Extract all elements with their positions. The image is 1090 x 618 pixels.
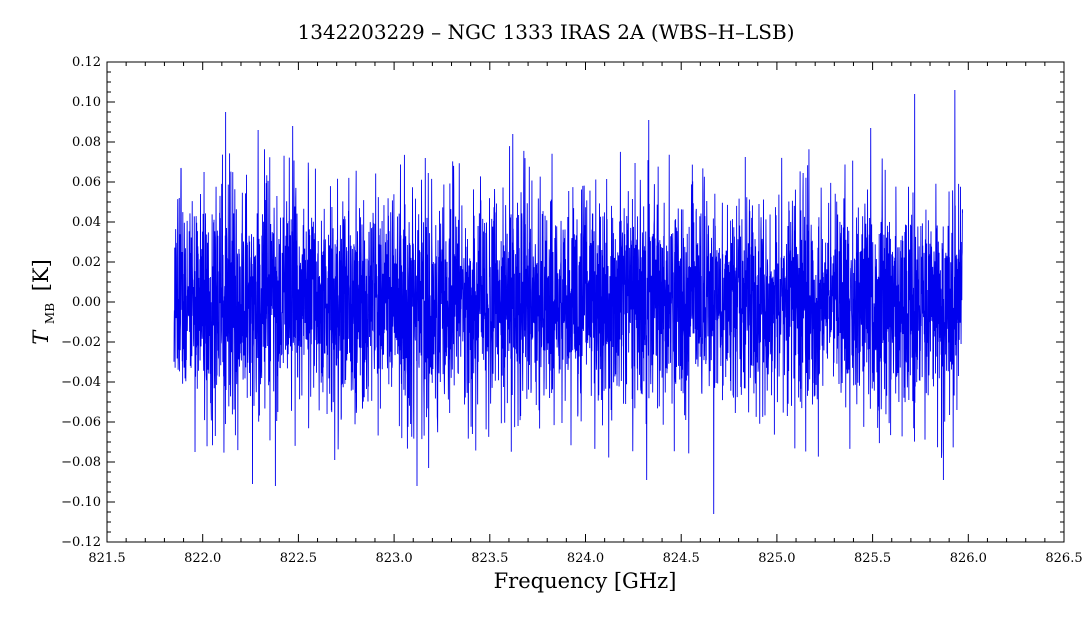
- chart-title: 1342203229 – NGC 1333 IRAS 2A (WBS–H–LSB…: [297, 20, 794, 44]
- y-tick-label: −0.10: [61, 495, 101, 510]
- y-tick-label: −0.08: [61, 455, 101, 470]
- y-axis-title-subscript: MB: [43, 303, 57, 324]
- x-tick-label: 824.0: [567, 551, 604, 566]
- y-tick-label: 0.06: [72, 175, 101, 190]
- y-tick-label: 0.00: [72, 295, 101, 310]
- x-tick-label: 821.5: [88, 551, 125, 566]
- y-tick-label: −0.02: [61, 335, 101, 350]
- x-tick-label: 822.0: [184, 551, 221, 566]
- y-tick-label: 0.12: [72, 55, 101, 70]
- x-tick-label: 824.5: [663, 551, 700, 566]
- x-axis: 821.5 822.0 822.5 823.0 823.5 824.0 824.5 825.0…: [88, 62, 1083, 566]
- x-axis-title: Frequency [GHz]: [494, 569, 677, 593]
- spectrum-line: [173, 89, 964, 515]
- y-tick-label: 0.10: [72, 95, 101, 110]
- y-tick-label: 0.02: [72, 255, 101, 270]
- x-tick-label: 822.5: [280, 551, 317, 566]
- x-tick-label: 825.5: [854, 551, 891, 566]
- y-tick-label: −0.06: [61, 415, 101, 430]
- y-axis-title: T MB [K]: [29, 259, 59, 345]
- x-tick-label: 823.5: [471, 551, 508, 566]
- y-tick-label: −0.04: [61, 375, 101, 390]
- y-axis: −0.12 −0.10 −0.08 −0.06 −0.04 −0.02 0.00 0.02 0.…: [61, 55, 1064, 550]
- x-tick-label: 823.0: [375, 551, 412, 566]
- x-tick-label: 825.0: [758, 551, 795, 566]
- y-axis-title-symbol: T: [29, 329, 53, 345]
- x-tick-label: 826.5: [1045, 551, 1082, 566]
- spectrum-series: [173, 89, 964, 515]
- y-axis-title-unit: [K]: [29, 259, 53, 291]
- x-tick-label: 826.0: [950, 551, 987, 566]
- y-tick-label: 0.08: [72, 135, 101, 150]
- y-tick-label: −0.12: [61, 535, 101, 550]
- y-tick-label: 0.04: [72, 215, 101, 230]
